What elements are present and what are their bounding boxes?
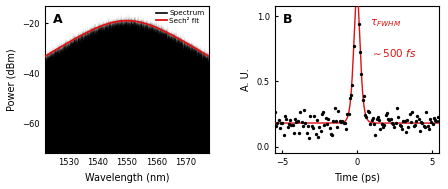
X-axis label: Wavelength (nm): Wavelength (nm): [85, 173, 169, 183]
Legend: Spectrum, Sech² fit: Spectrum, Sech² fit: [156, 9, 206, 24]
Text: A: A: [53, 13, 63, 26]
Text: $\tau_{FWHM}$: $\tau_{FWHM}$: [370, 17, 401, 29]
X-axis label: Time (ps): Time (ps): [334, 173, 380, 183]
Text: B: B: [283, 13, 293, 26]
Text: $\sim 500\ fs$: $\sim 500\ fs$: [370, 47, 417, 59]
Y-axis label: A. U.: A. U.: [241, 68, 251, 91]
Y-axis label: Power (dBm): Power (dBm): [7, 48, 17, 111]
